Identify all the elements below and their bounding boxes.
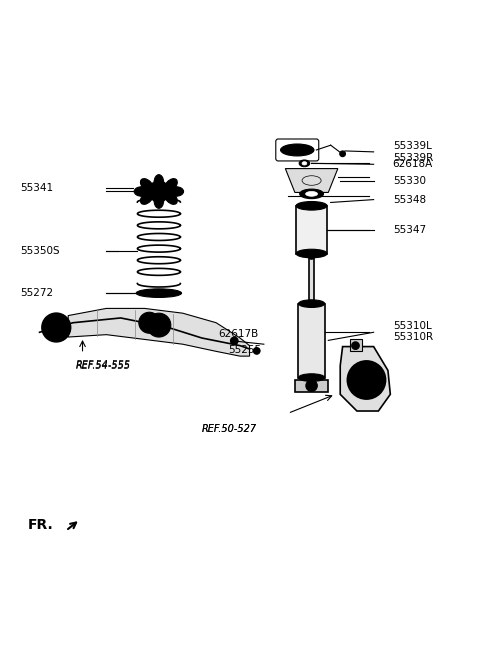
Circle shape [154,320,164,330]
Circle shape [351,386,357,392]
Text: 55330: 55330 [393,176,426,185]
Circle shape [230,337,238,345]
Text: 62618A: 62618A [393,159,433,169]
Ellipse shape [299,374,324,381]
FancyBboxPatch shape [276,139,319,161]
Bar [350,339,362,351]
Ellipse shape [302,162,307,165]
Text: 62617B: 62617B [218,329,259,339]
Ellipse shape [300,189,324,198]
Text: 55339L
55339R: 55339L 55339R [393,141,433,162]
Ellipse shape [165,179,177,191]
Circle shape [139,312,160,333]
Ellipse shape [281,144,314,156]
Ellipse shape [168,187,183,196]
Circle shape [154,187,164,196]
Circle shape [348,361,385,399]
Text: FR.: FR. [28,517,53,532]
Circle shape [306,380,317,392]
Text: REF.50-527: REF.50-527 [202,424,257,434]
Polygon shape [68,309,250,356]
Bar [309,256,314,304]
Circle shape [356,369,377,390]
Circle shape [340,151,346,157]
Text: 55350S: 55350S [21,246,60,256]
Text: 55255: 55255 [228,345,261,356]
Ellipse shape [299,160,310,166]
Ellipse shape [165,192,177,204]
Bar [295,380,328,392]
Text: REF.54-555: REF.54-555 [75,361,131,371]
Circle shape [368,363,374,368]
Text: REF.50-527: REF.50-527 [202,424,257,434]
Circle shape [309,383,314,388]
Circle shape [253,348,260,354]
Circle shape [379,377,384,383]
Circle shape [351,368,357,374]
Ellipse shape [154,175,164,190]
Ellipse shape [136,289,181,297]
Bar [296,206,327,253]
Ellipse shape [147,291,170,295]
Ellipse shape [308,253,315,259]
Circle shape [352,342,360,350]
Circle shape [49,320,63,335]
Ellipse shape [306,191,318,196]
Polygon shape [340,346,390,411]
Bar [299,304,324,378]
Circle shape [144,318,154,328]
Text: 55310L
55310R: 55310L 55310R [393,320,433,342]
Polygon shape [285,168,338,193]
Ellipse shape [296,202,327,210]
Circle shape [148,181,169,202]
Text: 55347: 55347 [393,225,426,234]
Ellipse shape [299,300,324,307]
Circle shape [42,313,71,342]
Ellipse shape [141,179,153,191]
Ellipse shape [134,187,149,196]
Ellipse shape [141,192,153,204]
Text: 55348: 55348 [393,195,426,204]
Ellipse shape [296,250,327,258]
Ellipse shape [154,193,164,208]
Text: 55341: 55341 [21,183,54,193]
Circle shape [147,313,171,337]
Text: REF.54-555: REF.54-555 [75,360,131,370]
Text: 55272: 55272 [21,288,54,297]
Circle shape [368,392,374,398]
